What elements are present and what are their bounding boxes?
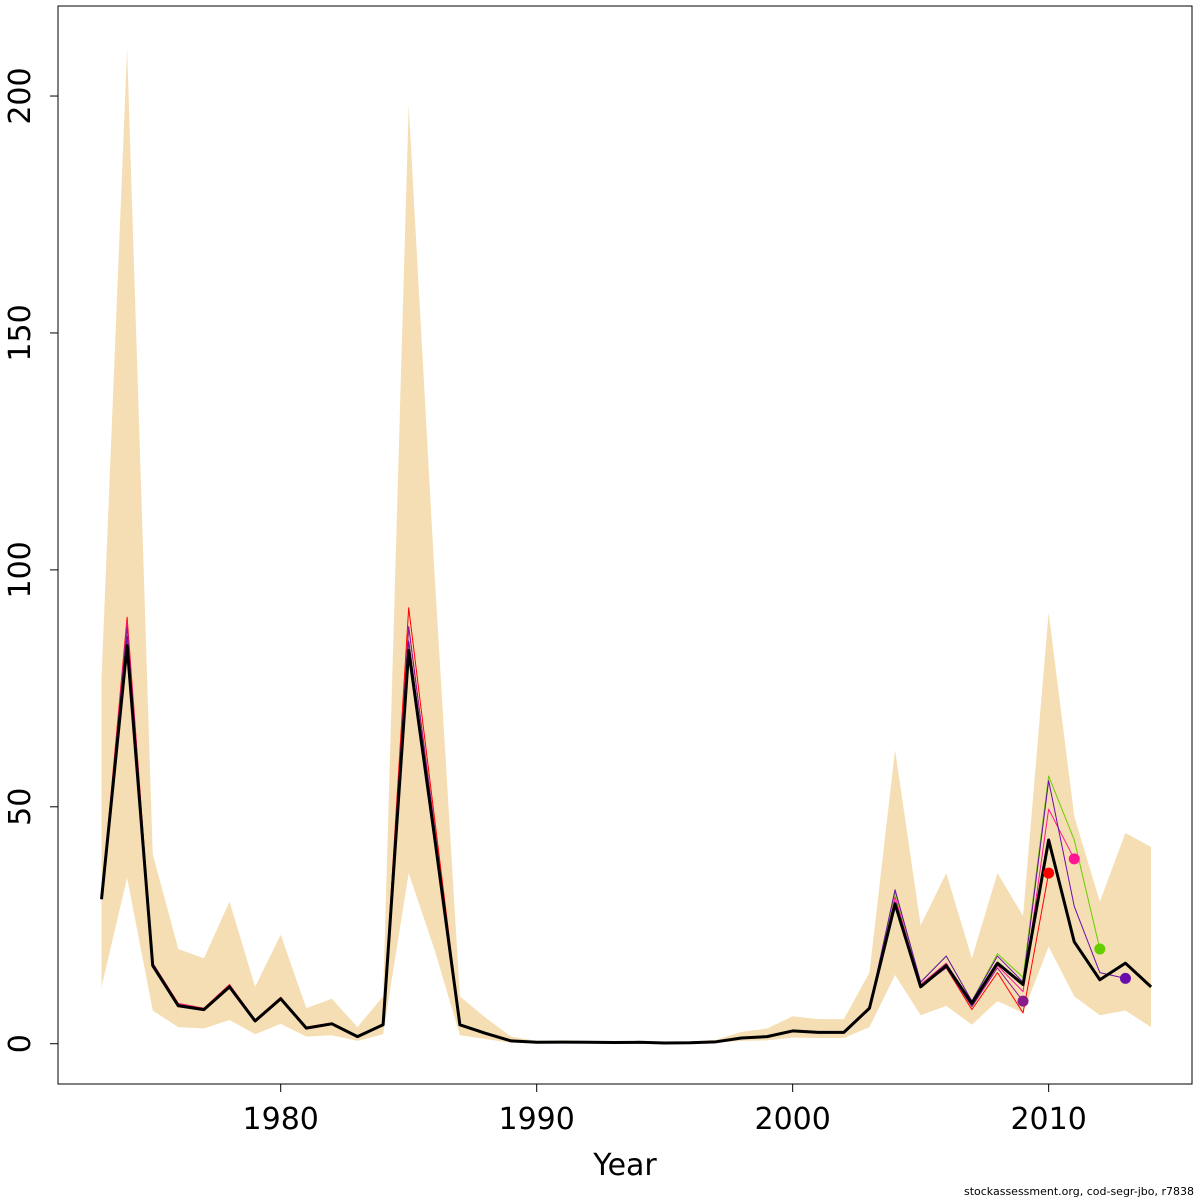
x-tick-label-1990: 1990 [499, 1102, 575, 1137]
end-point-2010 [1043, 867, 1055, 879]
y-tick-label-50: 50 [3, 788, 38, 826]
end-point-2009 [1017, 995, 1029, 1007]
series-line-main [100, 644, 1153, 1045]
y-tick-label-0: 0 [3, 1034, 38, 1053]
y-axis: 0 50 100 150 200 [3, 67, 58, 1053]
plot-frame [57, 5, 1193, 1085]
confidence-band-layer [101, 48, 1152, 1044]
footer-credit: stockassessment.org, cod-segr-jbo, r7838 [963, 1185, 1194, 1198]
y-tick-label-150: 150 [3, 304, 38, 361]
series-layer [100, 607, 1153, 1045]
end-points-layer [1017, 853, 1131, 1007]
x-tick-label-1980: 1980 [243, 1102, 319, 1137]
end-point-2013 [1119, 972, 1131, 984]
y-tick-label-200: 200 [3, 67, 38, 124]
confidence-band [101, 48, 1152, 1044]
y-tick-label-100: 100 [3, 541, 38, 598]
x-axis-title: Year [592, 1148, 657, 1183]
x-tick-label-2000: 2000 [754, 1102, 830, 1137]
end-point-2012 [1094, 943, 1106, 955]
x-tick-label-2010: 2010 [1010, 1102, 1086, 1137]
end-point-2011 [1068, 853, 1080, 865]
x-axis: 1980 1990 2000 2010 [243, 1084, 1087, 1137]
